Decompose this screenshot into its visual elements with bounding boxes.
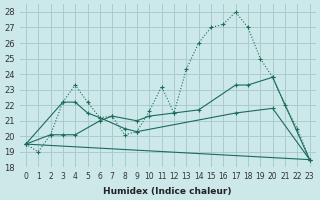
X-axis label: Humidex (Indice chaleur): Humidex (Indice chaleur) xyxy=(103,187,232,196)
